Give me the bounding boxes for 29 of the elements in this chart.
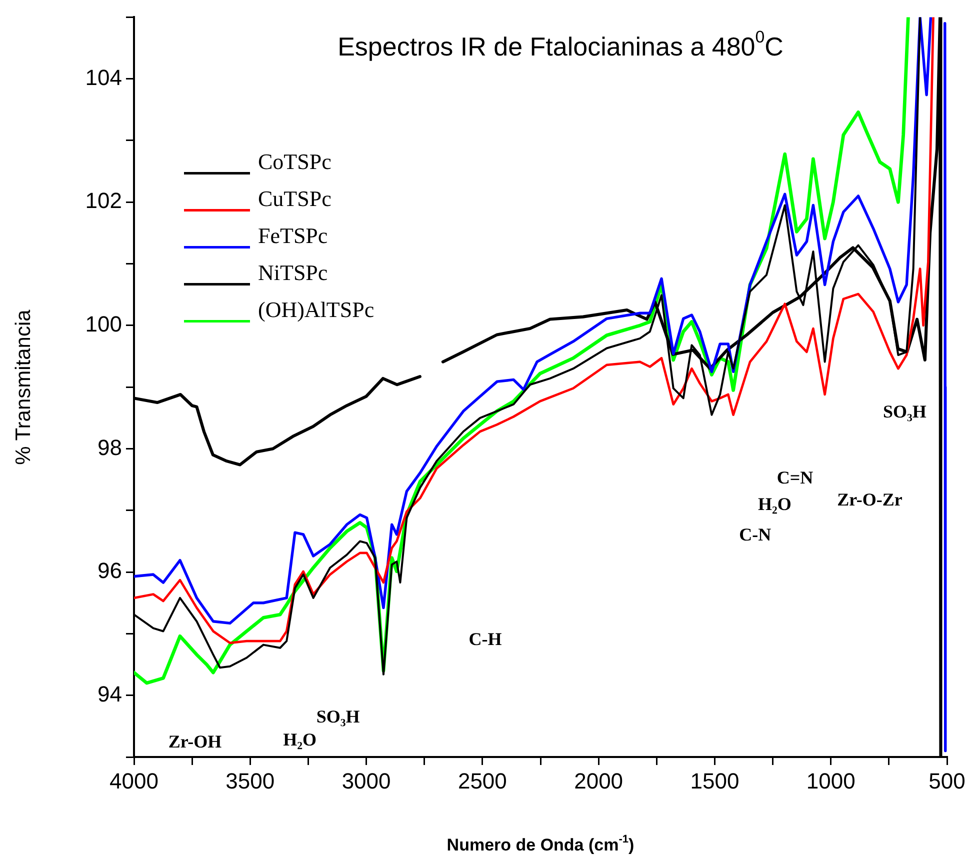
y-axis-title: % Transmitancia	[12, 309, 35, 465]
annotation: C-H	[468, 628, 502, 649]
annotation: H₂O	[283, 729, 317, 750]
x-tick-label: 3500	[226, 768, 275, 794]
y-tick-label: 100	[85, 312, 122, 337]
annotation: SO₃H	[883, 402, 926, 422]
legend-label: CuTSPc	[258, 186, 332, 211]
legend-label: FeTSPc	[258, 222, 328, 248]
annotation: SO₃H	[316, 706, 360, 726]
y-tick-label: 98	[98, 434, 122, 460]
x-tick-label: 4000	[110, 768, 158, 794]
x-tick-label: 1000	[806, 768, 856, 794]
annotation: H₂O	[758, 494, 792, 514]
legend-label: NiTSPc	[258, 260, 328, 285]
x-tick-label: 1500	[690, 768, 740, 794]
y-tick-label: 96	[98, 558, 122, 584]
annotation: C=N	[776, 467, 814, 488]
y-tick-label: 94	[98, 681, 122, 706]
legend-label: (OH)AlTSPc	[258, 296, 374, 322]
annotation: C-N	[739, 524, 772, 544]
legend-label: CoTSPc	[258, 148, 332, 174]
x-tick-label: 2000	[574, 768, 624, 794]
annotation: Zr-OH	[168, 732, 222, 752]
y-tick-label: 104	[85, 64, 122, 90]
x-tick-label: 500	[928, 768, 966, 794]
x-tick-label: 3000	[342, 768, 391, 794]
annotation: Zr-O-Zr	[837, 490, 902, 510]
x-tick-label: 2500	[458, 768, 507, 794]
y-tick-label: 102	[85, 188, 122, 214]
